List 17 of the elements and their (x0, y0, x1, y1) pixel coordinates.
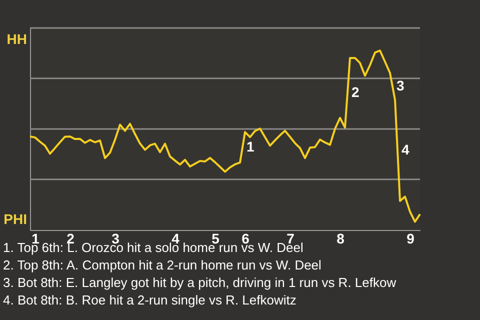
annotation: 1 (246, 138, 254, 154)
x-tick-label: 6 (242, 230, 250, 246)
text: 3. Bot 8th: E. Langley got hit by a pitch, driving in 1 run vs R. Lefkow (3, 275, 397, 290)
x-tick-label: 4 (172, 230, 180, 246)
text: 2. Top 8th: A. Compton hit a 2-run home run vs W. Deel (3, 258, 322, 272)
x-tick-label: 3 (112, 230, 120, 246)
annotation: 2 (352, 84, 360, 100)
text: 4. Bot 8th: B. Roe hit a 2-run single vs R. Lefkowitz (3, 292, 296, 308)
annotation: 4 (402, 141, 410, 158)
x-tick-label: 7 (286, 230, 295, 246)
text: HH (6, 31, 27, 47)
text: PHI (4, 211, 27, 227)
annotation: 3 (396, 77, 404, 94)
x-tick-label: 2 (66, 230, 75, 246)
x-tick-label: 9 (406, 230, 415, 246)
x-tick-label: 8 (336, 230, 345, 246)
x-tick-label: 5 (212, 230, 220, 246)
